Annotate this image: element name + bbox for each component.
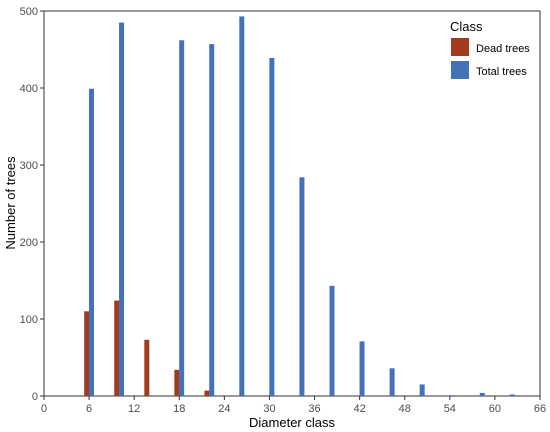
y-axis-title: Number of trees (3, 156, 18, 250)
x-tick-label: 24 (218, 403, 230, 415)
y-axis: 0 100 200 300 400 500 (20, 6, 44, 403)
x-tick-label: 18 (173, 403, 185, 415)
x-tick-label: 0 (41, 403, 47, 415)
bar-total-trees (119, 22, 125, 397)
bar-total-trees (88, 88, 94, 397)
x-tick-label: 60 (489, 403, 501, 415)
bar-total-trees (179, 40, 185, 396)
x-tick-label: 36 (308, 403, 320, 415)
y-tick-label: 400 (20, 83, 38, 95)
plot-area (43, 10, 541, 397)
x-tick-label: 48 (399, 403, 411, 415)
x-tick-label: 54 (444, 403, 456, 415)
bar-total-trees (299, 177, 305, 396)
bar-total-trees (419, 384, 425, 396)
bar-total-trees (449, 395, 455, 396)
plot-border (43, 10, 541, 397)
y-tick-label: 500 (20, 6, 38, 18)
x-tick-label: 42 (354, 403, 366, 415)
bar-dead-trees (114, 300, 120, 396)
bar-dead-trees (204, 390, 210, 396)
x-tick-label: 66 (534, 403, 546, 415)
legend-title: Class (450, 19, 483, 34)
x-tick-label: 12 (128, 403, 140, 415)
bar-total-trees (329, 285, 335, 396)
bar-total-trees (239, 16, 245, 396)
bar-dead-trees (174, 369, 180, 396)
legend-label-total-trees: Total trees (476, 66, 527, 78)
y-tick-label: 200 (20, 237, 38, 249)
bar-dead-trees (84, 311, 90, 396)
legend-swatch-total-trees (451, 61, 469, 79)
y-tick-label: 300 (20, 160, 38, 172)
legend: Class Dead trees Total trees (450, 19, 530, 79)
bar-total-trees (479, 392, 485, 396)
y-tick-label: 0 (32, 391, 38, 403)
bar-total-trees (269, 57, 275, 396)
bar-total-trees (509, 394, 515, 396)
x-axis-title: Diameter class (249, 415, 335, 430)
x-axis: 0 6 12 18 24 30 36 42 48 54 60 66 (41, 396, 546, 415)
bar-total-trees (209, 44, 215, 397)
bar-total-trees (359, 341, 365, 396)
x-tick-label: 30 (263, 403, 275, 415)
bar-total-trees (389, 368, 395, 396)
y-tick-label: 100 (20, 314, 38, 326)
legend-swatch-dead-trees (451, 38, 469, 56)
bar-dead-trees (144, 339, 150, 396)
x-tick-label: 6 (86, 403, 92, 415)
legend-label-dead-trees: Dead trees (476, 43, 530, 55)
